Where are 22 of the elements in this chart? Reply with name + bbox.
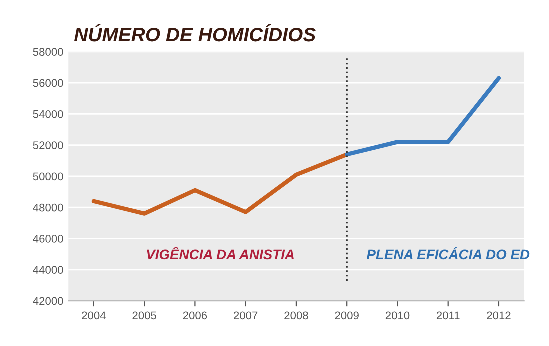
x-tick-label: 2012 bbox=[487, 312, 511, 320]
y-tick-label: 48000 bbox=[33, 204, 64, 212]
line-series bbox=[92, 152, 350, 216]
x-tick-label: 2005 bbox=[132, 312, 156, 320]
y-tick-label: 46000 bbox=[33, 235, 64, 243]
y-tick-label: 58000 bbox=[33, 48, 64, 56]
x-tick-label: 2008 bbox=[284, 312, 308, 320]
x-tick-label: 2010 bbox=[386, 312, 410, 320]
y-tick-label: 44000 bbox=[33, 266, 64, 274]
x-tick-label: 2009 bbox=[335, 312, 359, 320]
y-tick-label: 54000 bbox=[33, 110, 64, 118]
x-tick-label: 2004 bbox=[82, 312, 106, 320]
x-tick-label: 2011 bbox=[436, 312, 460, 320]
y-tick-label: 56000 bbox=[33, 79, 64, 88]
chart-title: NÚMERO DE HOMICÍDIOS bbox=[74, 24, 316, 42]
x-tick-label: 2007 bbox=[234, 312, 258, 320]
y-tick-label: 50000 bbox=[33, 172, 64, 181]
y-tick-label: 52000 bbox=[33, 142, 64, 150]
y-tick-label: 42000 bbox=[33, 297, 64, 306]
annotation: VIGÊNCIA DA ANISTIA bbox=[147, 247, 294, 260]
annotation: PLENA EFICÁCIA DO ED bbox=[366, 247, 530, 260]
x-tick-label: 2006 bbox=[183, 312, 208, 320]
